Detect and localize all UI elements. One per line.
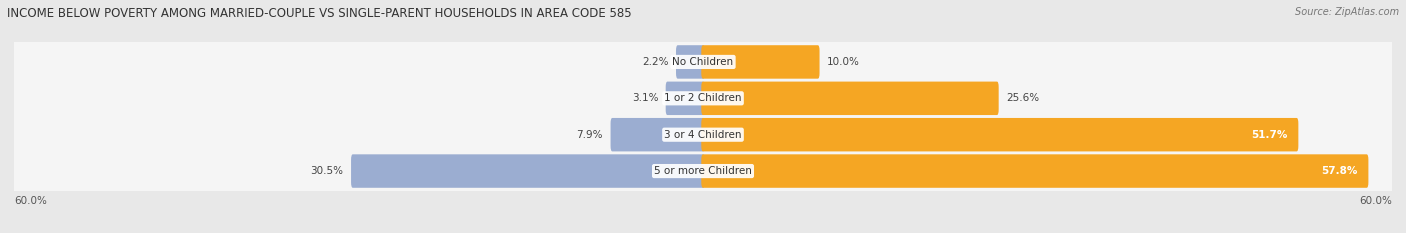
Text: 1 or 2 Children: 1 or 2 Children: [664, 93, 742, 103]
Text: 3 or 4 Children: 3 or 4 Children: [664, 130, 742, 140]
Text: 57.8%: 57.8%: [1322, 166, 1358, 176]
FancyBboxPatch shape: [665, 82, 704, 115]
FancyBboxPatch shape: [11, 76, 1395, 120]
FancyBboxPatch shape: [702, 118, 1298, 151]
Text: 51.7%: 51.7%: [1251, 130, 1288, 140]
FancyBboxPatch shape: [11, 149, 1395, 193]
Text: 7.9%: 7.9%: [576, 130, 603, 140]
Text: 25.6%: 25.6%: [1007, 93, 1039, 103]
Text: 5 or more Children: 5 or more Children: [654, 166, 752, 176]
Text: 60.0%: 60.0%: [14, 196, 46, 206]
FancyBboxPatch shape: [702, 82, 998, 115]
Text: No Children: No Children: [672, 57, 734, 67]
FancyBboxPatch shape: [352, 154, 704, 188]
FancyBboxPatch shape: [702, 154, 1368, 188]
Text: 3.1%: 3.1%: [631, 93, 658, 103]
FancyBboxPatch shape: [11, 113, 1395, 157]
FancyBboxPatch shape: [610, 118, 704, 151]
Text: 10.0%: 10.0%: [827, 57, 860, 67]
FancyBboxPatch shape: [676, 45, 704, 79]
Text: 2.2%: 2.2%: [643, 57, 669, 67]
FancyBboxPatch shape: [11, 40, 1395, 84]
FancyBboxPatch shape: [702, 45, 820, 79]
Text: 60.0%: 60.0%: [1360, 196, 1392, 206]
Text: 30.5%: 30.5%: [311, 166, 343, 176]
Text: Source: ZipAtlas.com: Source: ZipAtlas.com: [1295, 7, 1399, 17]
Text: INCOME BELOW POVERTY AMONG MARRIED-COUPLE VS SINGLE-PARENT HOUSEHOLDS IN AREA CO: INCOME BELOW POVERTY AMONG MARRIED-COUPL…: [7, 7, 631, 20]
